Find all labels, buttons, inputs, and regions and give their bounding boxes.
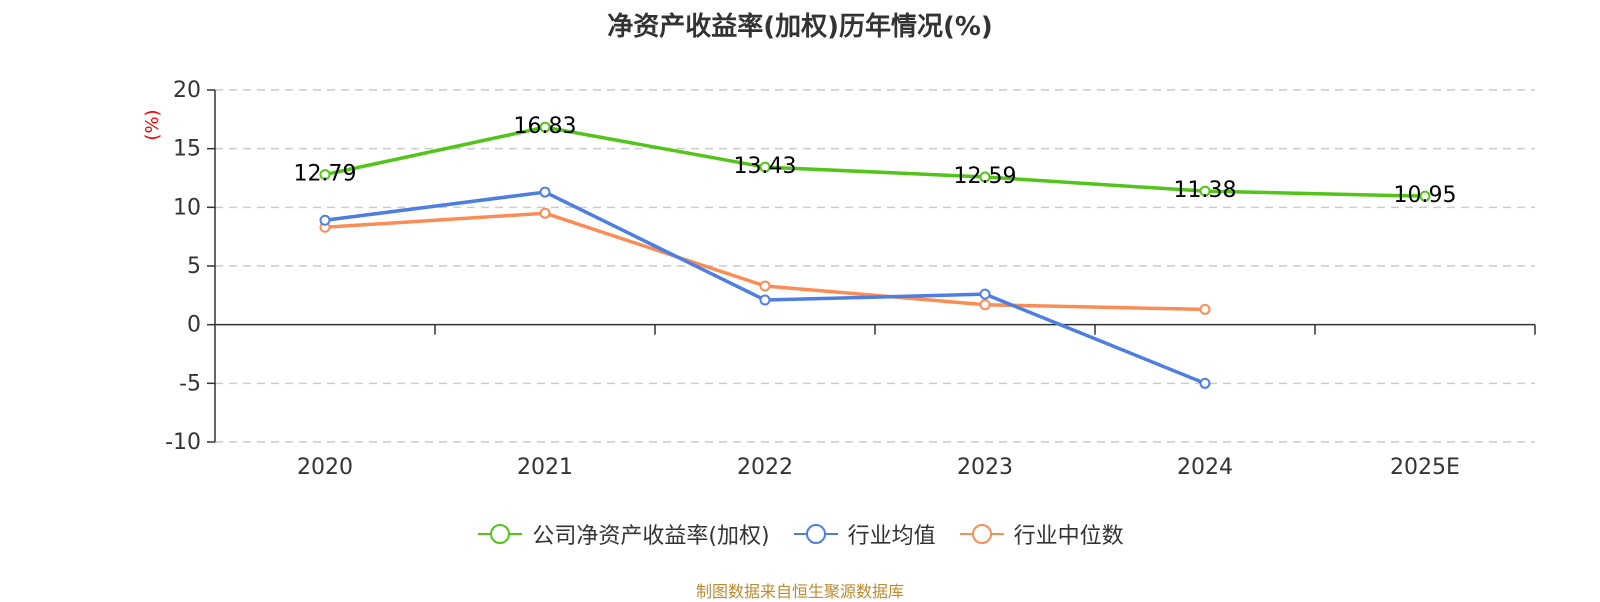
data-point	[539, 121, 551, 133]
y-tick-label: 5	[187, 254, 201, 279]
legend-marker-icon	[959, 524, 1004, 544]
data-label: 11.38	[1174, 178, 1237, 203]
y-tick-label: 15	[173, 137, 201, 162]
data-label: 16.83	[514, 114, 577, 139]
data-point	[759, 294, 771, 306]
data-point	[979, 171, 991, 183]
data-point	[979, 299, 991, 311]
legend-marker-icon	[793, 524, 838, 544]
y-tick-label: 20	[173, 78, 201, 103]
data-point	[1199, 185, 1211, 197]
y-tick-label: -10	[165, 430, 201, 455]
data-point	[319, 214, 331, 226]
legend-marker-icon	[478, 524, 523, 544]
y-axis-label: (%)	[142, 109, 163, 140]
data-label: 13.43	[734, 154, 797, 179]
legend-item[interactable]: 行业均值	[792, 518, 936, 550]
data-point	[1419, 190, 1431, 202]
legend-item[interactable]: 行业中位数	[958, 518, 1124, 550]
y-tick-label: 0	[187, 313, 201, 338]
data-label: 10.95	[1394, 183, 1457, 208]
data-label: 12.79	[294, 162, 357, 187]
axes: 20 15 10 5 0 -5 -10 (%) 2020 2021 2022 2023 2024 2025…	[142, 78, 1536, 480]
x-tick-label: 2024	[1177, 455, 1233, 480]
gridlines	[215, 89, 1535, 443]
legend-item[interactable]: 公司净资产收益率(加权)	[476, 518, 770, 550]
data-point	[1199, 303, 1211, 315]
data-label: 12.59	[954, 164, 1017, 189]
series-lines	[324, 125, 1426, 385]
legend: 公司净资产收益率(加权) 行业均值 行业中位数	[0, 518, 1600, 550]
y-tick-label: -5	[179, 371, 201, 396]
data-point	[759, 280, 771, 292]
data-labels: 12.79 16.83 13.43 12.59 11.38 10.95	[294, 114, 1457, 208]
data-point	[979, 288, 991, 300]
series-line	[324, 125, 1426, 198]
data-point	[539, 207, 551, 219]
data-point	[759, 161, 771, 173]
legend-label: 行业均值	[847, 524, 936, 549]
x-tick-label: 2025E	[1390, 455, 1460, 480]
legend-label: 行业中位数	[1013, 524, 1124, 549]
data-point	[539, 186, 551, 198]
data-points	[319, 121, 1431, 389]
chart-title: 净资产收益率(加权)历年情况(%)	[607, 12, 993, 42]
x-tick-label: 2023	[957, 455, 1013, 480]
y-tick-label: 10	[173, 195, 201, 220]
legend-label: 公司净资产收益率(加权)	[532, 524, 770, 549]
source-footer: 制图数据来自恒生聚源数据库	[695, 582, 904, 601]
x-tick-label: 2020	[297, 455, 353, 480]
data-point	[1199, 377, 1211, 389]
x-tick-label: 2021	[517, 455, 573, 480]
x-tick-label: 2022	[737, 455, 793, 480]
data-point	[319, 169, 331, 181]
